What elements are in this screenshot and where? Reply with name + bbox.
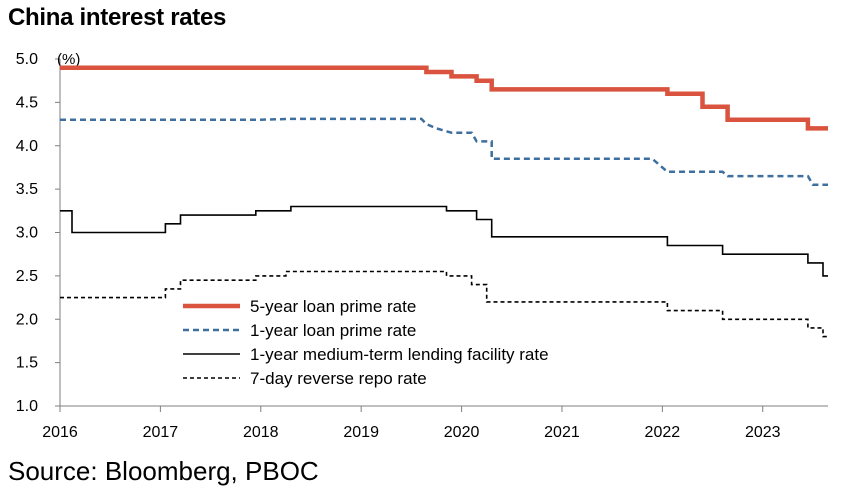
axes: 1.0 1.5 2.0 2.5 3.0 3.5 4.0 4.5 5.0 2016 2017 2018 2… <box>16 51 828 441</box>
x-tick-label: 2016 <box>42 424 78 441</box>
x-tick-label: 2023 <box>745 424 781 441</box>
series-layer <box>60 65 828 338</box>
legend-label-1: 5-year loan prime rate <box>250 297 416 316</box>
y-tick-label: 2.5 <box>16 268 38 285</box>
series-line-3 <box>60 205 828 277</box>
legend-label-2: 1-year loan prime rate <box>250 321 416 340</box>
y-tick-label: 1.5 <box>16 355 38 372</box>
y-tick-label: 1.0 <box>16 398 38 415</box>
series-line-4 <box>60 270 828 338</box>
x-tick-label: 2022 <box>645 424 681 441</box>
x-tick-label: 2018 <box>243 424 279 441</box>
chart-title: China interest rates <box>8 4 227 31</box>
x-tick-label: 2017 <box>143 424 179 441</box>
x-tick-label: 2021 <box>544 424 580 441</box>
y-tick-label: 3.0 <box>16 225 38 242</box>
source-note: Source: Bloomberg, PBOC <box>8 456 319 486</box>
y-tick-label: 2.0 <box>16 311 38 328</box>
legend-label-4: 7-day reverse repo rate <box>250 369 427 388</box>
y-tick-label: 4.5 <box>16 94 38 111</box>
y-tick-label: 3.5 <box>16 181 38 198</box>
legend: 5-year loan prime rate 1-year loan prime … <box>183 297 549 388</box>
y-tick-label: 4.0 <box>16 138 38 155</box>
x-tick-label: 2020 <box>444 424 480 441</box>
series-line-1 <box>60 65 828 131</box>
y-axis-unit-label: (%) <box>57 51 80 68</box>
series-line-2 <box>60 117 828 187</box>
legend-label-3: 1-year medium-term lending facility rate <box>250 345 549 364</box>
x-tick-label: 2019 <box>343 424 379 441</box>
y-tick-label: 5.0 <box>16 51 38 68</box>
